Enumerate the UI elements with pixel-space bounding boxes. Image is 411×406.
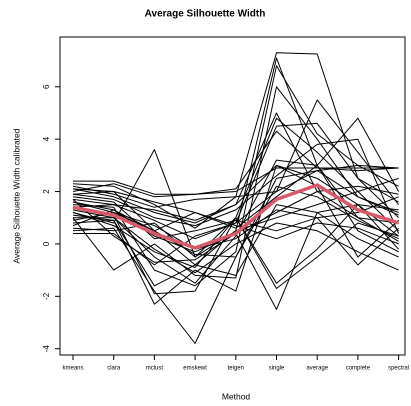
- x-tick-label: mclust: [146, 366, 164, 372]
- series-line: [72, 204, 399, 287]
- y-tick-label: -2: [42, 292, 51, 300]
- series-line: [72, 183, 400, 250]
- plot-frame: [59, 36, 406, 356]
- y-tick-label: -4: [42, 345, 51, 353]
- x-tick-label: kmeans: [62, 366, 83, 372]
- x-tick-label: complete: [346, 366, 371, 372]
- series-line: [72, 188, 399, 245]
- series-line: [72, 86, 399, 279]
- chart-title: Average Silhouette Width: [145, 9, 266, 20]
- series-line: [72, 164, 399, 221]
- x-axis-label: Method: [222, 391, 251, 401]
- y-tick-label: 2: [42, 189, 51, 194]
- x-tick-label: clara: [107, 366, 121, 372]
- series-line: [72, 65, 399, 287]
- y-tick-label: 4: [42, 136, 51, 141]
- x-tick-label: emskewt: [183, 366, 207, 372]
- x-tick-label: average: [306, 366, 328, 372]
- series-line: [72, 138, 400, 234]
- series-line: [73, 167, 399, 195]
- series-line: [72, 196, 399, 240]
- y-axis-label: Average Silhouette Width calibrated: [11, 128, 21, 263]
- y-tick-label: 0: [42, 241, 51, 246]
- series-line: [72, 159, 399, 284]
- series-line: [72, 185, 399, 258]
- series-line: [72, 164, 399, 305]
- series-line: [73, 122, 399, 266]
- x-tick-label: spectral: [388, 366, 409, 372]
- series-line: [73, 217, 399, 274]
- x-tick-label: single: [269, 366, 285, 372]
- series-line: [72, 204, 399, 284]
- series-line: [72, 164, 399, 232]
- y-tick-label: 6: [42, 84, 51, 89]
- x-tick-label: teigen: [228, 366, 244, 372]
- series-line: [72, 130, 399, 198]
